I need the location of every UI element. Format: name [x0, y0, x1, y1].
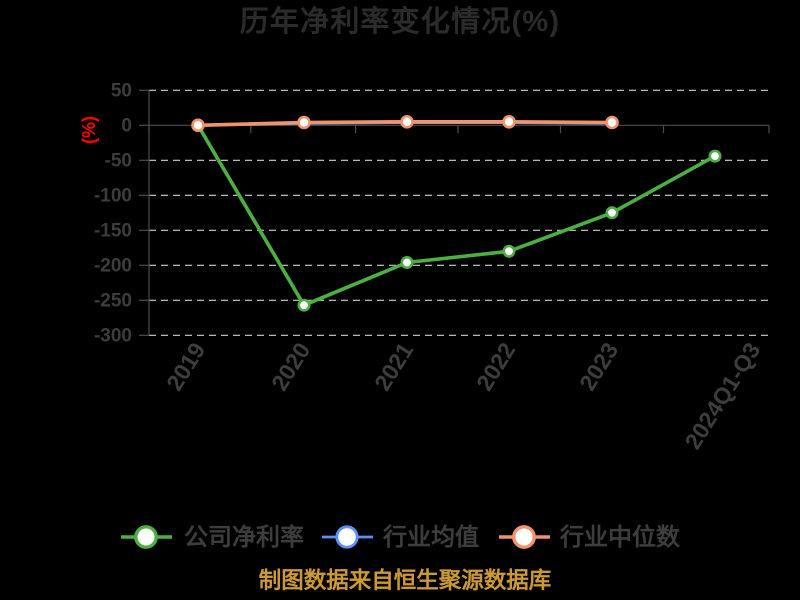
svg-text:-50: -50	[105, 151, 132, 172]
svg-text:(%): (%)	[79, 116, 99, 144]
svg-text:行业中位数: 行业中位数	[559, 523, 681, 551]
svg-text:-150: -150	[94, 221, 132, 242]
svg-text:0: 0	[121, 116, 132, 137]
svg-text:-100: -100	[94, 186, 132, 207]
svg-text:制图数据来自恒生聚源数据库: 制图数据来自恒生聚源数据库	[259, 568, 552, 593]
svg-text:行业均值: 行业均值	[382, 523, 479, 551]
svg-text:50: 50	[111, 81, 132, 102]
svg-text:-250: -250	[94, 291, 132, 312]
svg-text:-200: -200	[94, 256, 132, 277]
svg-text:公司净利率: 公司净利率	[184, 523, 304, 551]
svg-text:历年净利率变化情况(%): 历年净利率变化情况(%)	[240, 4, 561, 38]
svg-text:-300: -300	[94, 326, 132, 347]
